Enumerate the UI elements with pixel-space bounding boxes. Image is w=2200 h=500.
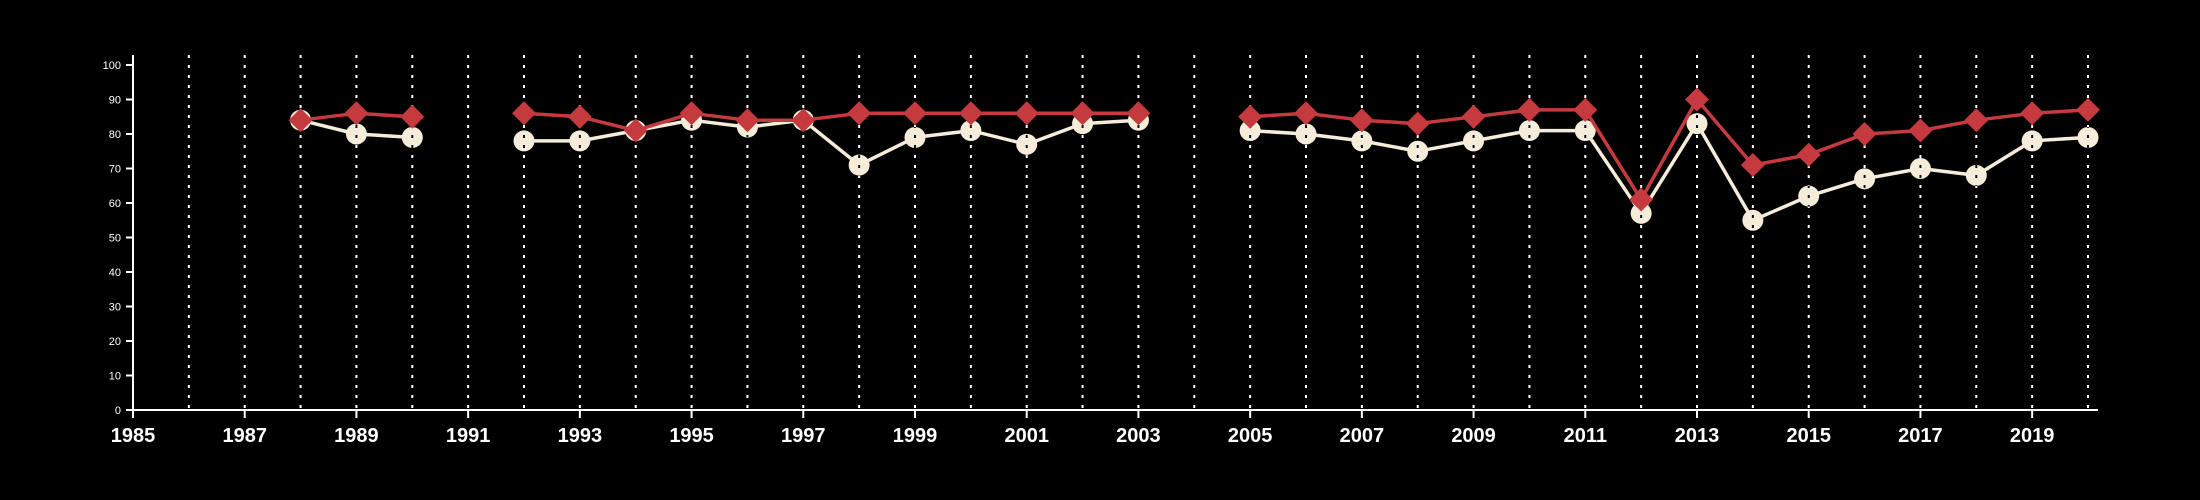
marker-red-diamond: [1126, 101, 1151, 126]
x-tick-label: 1989: [334, 425, 379, 447]
y-tick-label: 10: [109, 371, 121, 383]
red-series: [288, 87, 2100, 212]
x-tick-label: 2003: [1116, 425, 1161, 447]
marker-cream-circle: [1854, 168, 1876, 190]
x-tick-label: 1993: [558, 425, 603, 447]
marker-red-diamond: [958, 101, 983, 126]
marker-red-diamond: [1964, 108, 1989, 133]
x-tick-label: 1985: [111, 425, 156, 447]
x-tick-label: 2011: [1564, 425, 1607, 447]
marker-red-diamond: [1349, 108, 1374, 133]
marker-cream-circle: [1016, 133, 1038, 155]
marker-red-diamond: [400, 104, 425, 129]
marker-red-diamond: [1517, 97, 1542, 122]
marker-red-diamond: [903, 101, 927, 126]
marker-cream-circle: [569, 130, 591, 152]
marker-red-diamond: [1629, 187, 1654, 212]
x-tick-label: 2009: [1451, 425, 1496, 447]
y-tick-label: 100: [103, 60, 121, 72]
y-tick-label: 0: [115, 405, 121, 417]
marker-red-diamond: [1294, 101, 1318, 126]
x-tick-label: 2005: [1228, 425, 1273, 447]
marker-red-diamond: [679, 101, 704, 126]
x-tick-label: 1997: [781, 425, 826, 447]
marker-red-diamond: [735, 108, 760, 133]
marker-red-diamond: [2020, 101, 2045, 126]
y-tick-label: 90: [109, 95, 121, 107]
marker-cream-circle: [1239, 120, 1261, 142]
x-tick-label: 1991: [446, 425, 491, 447]
marker-red-diamond: [623, 118, 648, 143]
x-tick-label: 1999: [893, 425, 938, 447]
marker-cream-circle: [345, 123, 367, 145]
marker-red-diamond: [288, 108, 313, 133]
marker-cream-circle: [2021, 130, 2043, 152]
y-tick-label: 70: [109, 164, 121, 176]
marker-red-diamond: [1461, 104, 1486, 129]
marker-cream-circle: [1518, 120, 1540, 142]
marker-cream-circle: [1686, 113, 1708, 135]
y-tick-label: 60: [109, 198, 121, 210]
marker-cream-circle: [1630, 202, 1652, 224]
marker-red-diamond: [567, 104, 592, 129]
marker-cream-circle: [1574, 120, 1596, 142]
marker-red-diamond: [1573, 97, 1598, 122]
marker-red-diamond: [1796, 142, 1821, 167]
y-tick-label: 40: [109, 267, 121, 279]
marker-red-diamond: [1740, 153, 1765, 178]
cream-series-line: [1248, 121, 2090, 223]
marker-red-diamond: [1685, 87, 1709, 112]
marker-red-diamond: [512, 101, 536, 126]
marker-red-diamond: [1238, 104, 1263, 129]
x-tick-label: 1987: [222, 425, 267, 447]
y-tick-label: 50: [109, 233, 121, 245]
marker-red-diamond: [344, 101, 369, 126]
marker-cream-circle: [1742, 209, 1764, 231]
x-tick-label: 2019: [2010, 425, 2055, 447]
marker-cream-circle: [1463, 130, 1485, 152]
marker-cream-circle: [1909, 158, 1931, 179]
y-tick-label: 20: [109, 336, 121, 348]
marker-red-diamond: [1405, 111, 1430, 136]
y-tick-label: 80: [109, 129, 121, 141]
x-tick-label: 2013: [1675, 425, 1720, 447]
x-tick-label: 2007: [1340, 425, 1385, 447]
marker-cream-circle: [960, 120, 982, 142]
x-tick-label: 2015: [1786, 425, 1831, 447]
marker-cream-circle: [1351, 130, 1373, 152]
marker-cream-circle: [1407, 140, 1429, 162]
red-series-line: [1248, 97, 2090, 202]
red-series-line: [522, 111, 1141, 133]
y-tick-label: 30: [109, 302, 121, 314]
marker-red-diamond: [847, 101, 872, 126]
marker-cream-circle: [1295, 123, 1317, 145]
marker-red-diamond: [1852, 122, 1877, 146]
x-tick-label: 2017: [1898, 425, 1943, 447]
marker-red-diamond: [1908, 118, 1933, 143]
marker-red-diamond: [791, 108, 816, 133]
marker-red-diamond: [1070, 101, 1095, 126]
x-tick-label: 2001: [1004, 425, 1049, 447]
marker-cream-circle: [513, 130, 535, 152]
x-tick-label: 1995: [669, 425, 714, 447]
marker-red-diamond: [1014, 101, 1039, 126]
marker-red-diamond: [2076, 97, 2100, 122]
